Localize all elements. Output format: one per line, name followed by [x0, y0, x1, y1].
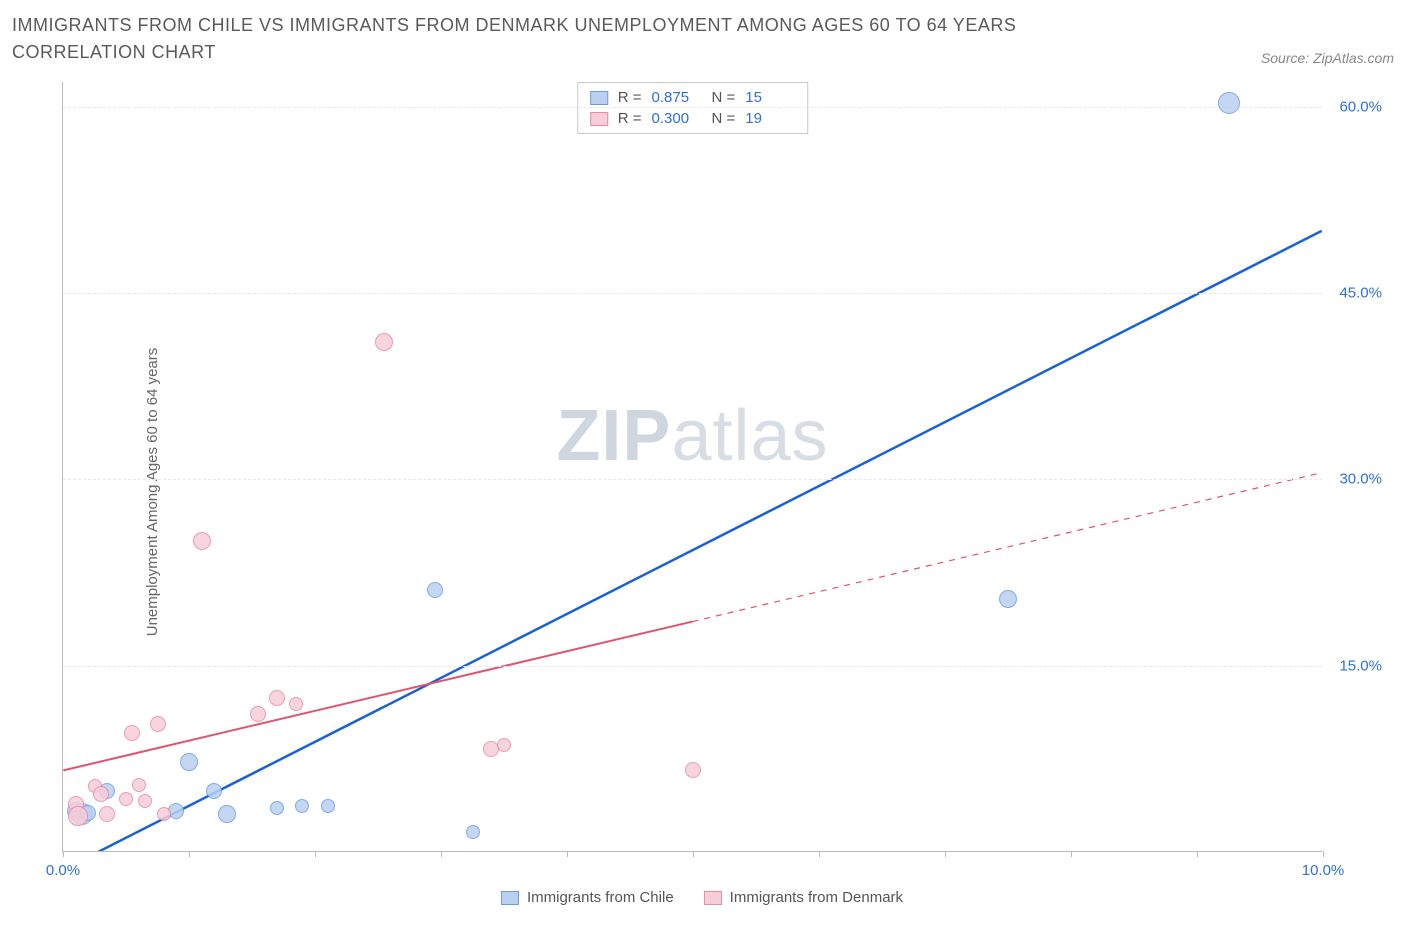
data-point: [99, 806, 115, 822]
y-tick-label: 15.0%: [1339, 657, 1382, 674]
data-point: [138, 794, 152, 808]
stat-n-value: 19: [745, 110, 795, 127]
data-point: [270, 801, 284, 815]
data-point: [168, 803, 184, 819]
stat-r-value: 0.300: [652, 110, 702, 127]
data-point: [999, 590, 1017, 608]
data-point: [93, 786, 109, 802]
trend-line: [63, 231, 1321, 851]
x-tick: [1323, 851, 1324, 857]
legend-swatch: [501, 891, 519, 905]
stat-n-label: N =: [712, 89, 736, 106]
data-point: [250, 706, 266, 722]
data-point: [180, 753, 198, 771]
data-point: [206, 783, 222, 799]
data-point: [466, 825, 480, 839]
x-tick: [315, 851, 316, 857]
gridline: [63, 293, 1322, 294]
x-tick: [567, 851, 568, 857]
x-tick-label: 0.0%: [46, 862, 80, 879]
legend-item: Immigrants from Chile: [501, 889, 674, 906]
stat-n-label: N =: [712, 110, 736, 127]
trend-line: [63, 622, 692, 771]
data-point: [295, 799, 309, 813]
stats-row: R = 0.875 N = 15: [590, 87, 796, 108]
watermark-light: atlas: [671, 396, 828, 476]
x-tick: [189, 851, 190, 857]
data-point: [321, 799, 335, 813]
series-legend: Immigrants from Chile Immigrants from Den…: [501, 889, 903, 906]
plot-area: ZIPatlas R =0.875N =15R =0.300N =19 15.0…: [62, 82, 1322, 852]
correlation-stats-box: R = 0.875 N = 15 R = 0.300 N = 19: [577, 82, 809, 134]
data-point: [150, 716, 166, 732]
data-point: [218, 805, 236, 823]
data-point: [119, 792, 133, 806]
legend-item: Immigrants from Denmark: [704, 889, 903, 906]
data-point: [289, 697, 303, 711]
y-tick-label: 60.0%: [1339, 98, 1382, 115]
stats-row: R = 0.300 N = 19: [590, 108, 796, 129]
chart-title: IMMIGRANTS FROM CHILE VS IMMIGRANTS FROM…: [12, 12, 1112, 66]
trend-lines-layer: [63, 82, 1322, 851]
x-tick: [1071, 851, 1072, 857]
gridline: [63, 107, 1322, 108]
stat-r-value: 0.875: [652, 89, 702, 106]
data-point: [124, 725, 140, 741]
data-point: [685, 762, 701, 778]
y-tick-label: 30.0%: [1339, 471, 1382, 488]
watermark-bold: ZIP: [556, 396, 671, 476]
legend-swatch: [590, 112, 608, 126]
x-tick: [441, 851, 442, 857]
data-point: [132, 778, 146, 792]
x-tick-label: 10.0%: [1302, 862, 1345, 879]
gridline: [63, 479, 1322, 480]
gridline: [63, 666, 1322, 667]
legend-label: Immigrants from Denmark: [730, 889, 903, 906]
data-point: [269, 690, 285, 706]
legend-label: Immigrants from Chile: [527, 889, 674, 906]
x-tick: [819, 851, 820, 857]
chart-header: IMMIGRANTS FROM CHILE VS IMMIGRANTS FROM…: [12, 12, 1394, 66]
x-tick: [945, 851, 946, 857]
x-tick: [63, 851, 64, 857]
watermark: ZIPatlas: [556, 395, 828, 477]
chart-container: Unemployment Among Ages 60 to 64 years Z…: [12, 72, 1392, 912]
x-tick: [1197, 851, 1198, 857]
y-tick-label: 45.0%: [1339, 285, 1382, 302]
stat-r-label: R =: [618, 110, 642, 127]
legend-swatch: [590, 91, 608, 105]
data-point: [497, 738, 511, 752]
stat-r-label: R =: [618, 89, 642, 106]
data-point: [1218, 92, 1240, 114]
chart-source: Source: ZipAtlas.com: [1261, 50, 1394, 66]
legend-swatch: [704, 891, 722, 905]
data-point: [68, 806, 88, 826]
data-point: [157, 807, 171, 821]
data-point: [427, 582, 443, 598]
data-point: [193, 532, 211, 550]
x-tick: [693, 851, 694, 857]
data-point: [375, 333, 393, 351]
stat-n-value: 15: [745, 89, 795, 106]
